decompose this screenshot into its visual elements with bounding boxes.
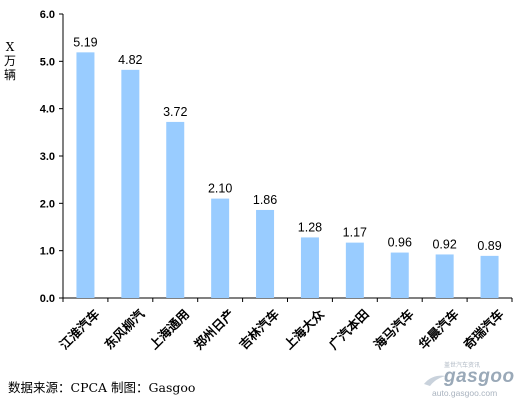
data-label: 0.89 (477, 239, 501, 253)
watermark-url: auto.gasgoo.com (432, 388, 498, 398)
plot-area: 0.0 1.0 2.0 3.0 4.0 5.0 6.0 5.19 江淮汽车 4.82 东风柳汽 3.7… (40, 9, 513, 352)
y-tick-label: 4.0 (40, 104, 55, 116)
data-label: 0.96 (388, 236, 412, 250)
bar (435, 254, 454, 298)
y-tick-label: 1.0 (40, 246, 55, 258)
y-tick-label: 3.0 (40, 151, 55, 163)
data-label: 2.10 (208, 182, 232, 196)
y-tick-label: 6.0 (40, 9, 55, 21)
x-tick-label: 上海通用 (146, 306, 192, 352)
x-tick-label: 奇瑞汽车 (460, 306, 506, 352)
bar (76, 52, 95, 299)
x-tick-label: 华晨汽车 (416, 306, 462, 352)
data-label: 1.17 (343, 226, 367, 240)
watermark-logo-text: gasgoo (444, 366, 515, 387)
data-label: 5.19 (73, 35, 97, 49)
data-label: 1.28 (298, 220, 322, 234)
bar (256, 209, 275, 298)
y-tick-label: 2.0 (40, 198, 55, 210)
bar (300, 237, 319, 298)
bar (211, 198, 230, 298)
x-tick-label: 郑州日产 (191, 306, 237, 352)
x-tick-label: 东风柳汽 (101, 306, 147, 352)
y-tick-label: 5.0 (40, 56, 55, 68)
data-source-note: 数据来源：CPCA 制图：Gasgoo (8, 380, 196, 395)
y-tick-label: 0.0 (40, 293, 55, 305)
gasgoo-watermark-logo: 盖世汽车资讯 gasgoo auto.gasgoo.com (422, 360, 516, 400)
bar (480, 255, 499, 298)
bar (166, 121, 185, 298)
x-tick-label: 上海大众 (281, 306, 327, 352)
bar (345, 242, 364, 298)
data-label: 3.72 (163, 105, 187, 119)
x-tick-label: 吉林汽车 (236, 306, 282, 352)
data-label: 1.86 (253, 193, 277, 207)
data-label: 4.82 (118, 53, 142, 67)
bar (390, 252, 409, 298)
car-swoosh-icon (424, 375, 446, 386)
watermark-tagline: 盖世汽车资讯 (444, 362, 481, 369)
data-label: 0.92 (432, 237, 456, 251)
x-tick-label: 海马汽车 (371, 306, 417, 352)
y-axis-label: X 万辆 (3, 40, 16, 82)
x-tick-label: 江淮汽车 (56, 306, 102, 352)
x-tick-label: 广汽本田 (326, 306, 372, 352)
bar (121, 69, 140, 298)
